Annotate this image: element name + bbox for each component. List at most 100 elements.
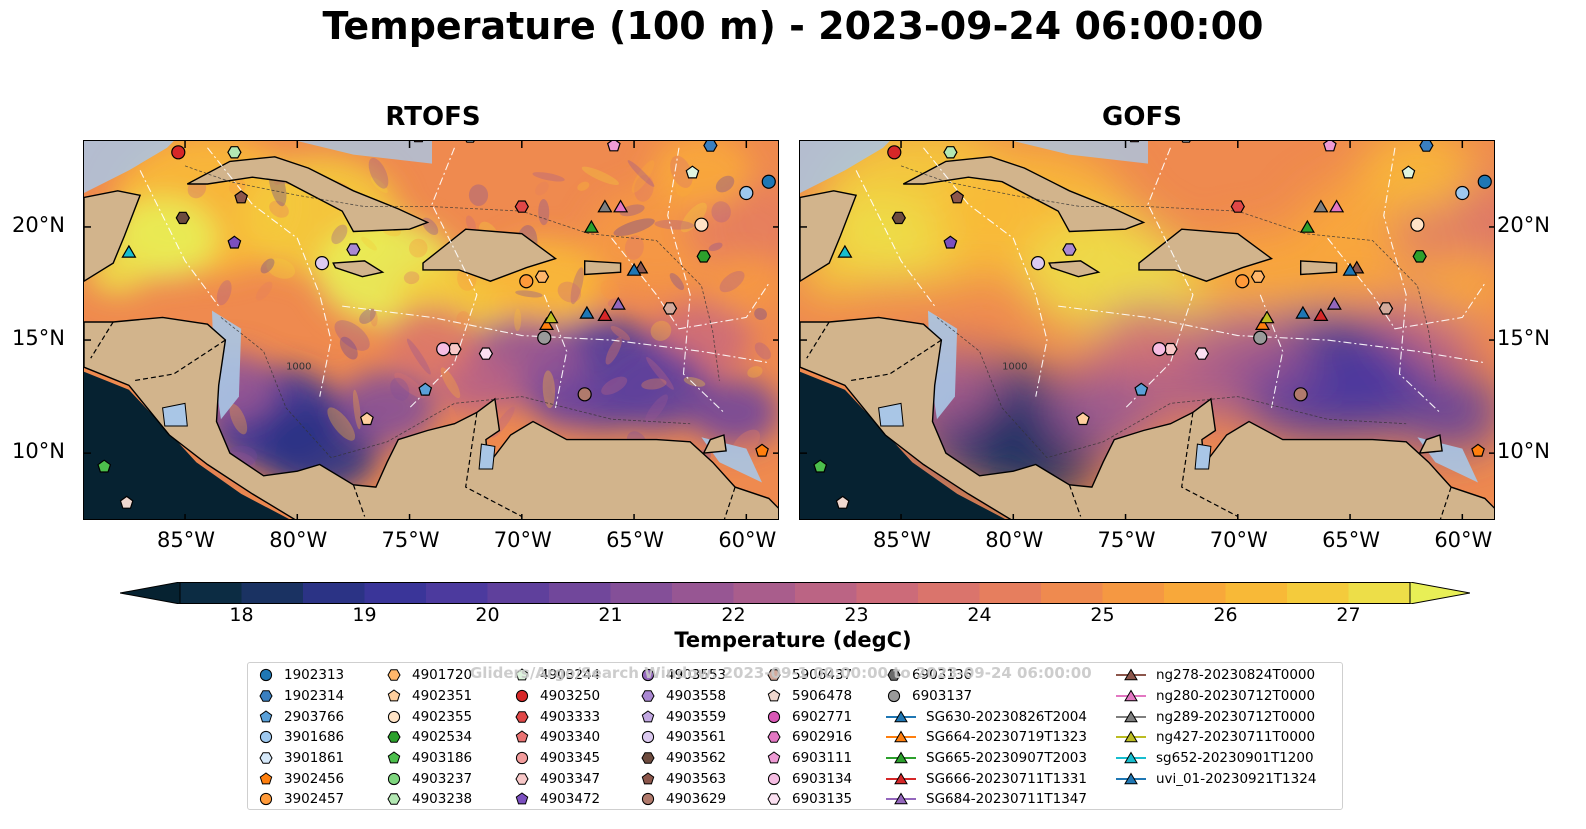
xtick-label: 80°W — [269, 528, 328, 552]
platform-marker-6903135 — [1194, 347, 1210, 360]
legend-label: 3901686 — [284, 729, 345, 746]
legend-marker-icon — [387, 751, 401, 764]
platform-marker-3901686 — [1455, 185, 1470, 201]
platform-marker-4903562 — [175, 211, 190, 225]
legend-item: 4903333 — [514, 706, 600, 727]
legend-item: 4903244 — [514, 665, 600, 686]
map-canvas: 1000 — [84, 141, 778, 519]
legend-item: 6903134 — [766, 768, 852, 789]
legend-label: 4902351 — [412, 688, 473, 705]
legend-item: 3902457 — [258, 789, 344, 810]
xtick-label: 60°W — [1434, 528, 1493, 552]
platform-marker-ng289-20230712T0000 — [1313, 199, 1329, 213]
platform-marker-ng280-20230712T0000 — [613, 199, 629, 213]
xtick-label: 75°W — [381, 528, 440, 552]
legend-label: 6902916 — [792, 729, 853, 746]
platform-marker-SG664-20230719T1323 — [1254, 317, 1271, 330]
legend-label: ng427-20230711T0000 — [1156, 729, 1316, 746]
legend-label: 6902771 — [792, 708, 853, 725]
platform-legend: 1902313 1902314 2903766 3901686 3901861 39024… — [247, 662, 1343, 810]
legend-marker-icon — [641, 752, 655, 764]
legend-item: 1902314 — [258, 686, 344, 707]
legend-label: 4903561 — [666, 729, 727, 746]
legend-item: 5906478 — [766, 686, 852, 707]
legend-label: 1902313 — [284, 667, 345, 684]
colorbar-segment — [918, 582, 981, 604]
landmass — [1048, 260, 1101, 278]
figure-title: Temperature (100 m) - 2023-09-24 06:00:0… — [322, 4, 1264, 48]
legend-marker-icon — [515, 792, 529, 805]
legend-label: 4903553 — [666, 667, 727, 684]
legend-label: SG666-20230711T1331 — [926, 770, 1087, 787]
legend-label: 6903136 — [912, 667, 973, 684]
xtick-label: 65°W — [606, 528, 665, 552]
colorbar-tick-label: 25 — [1090, 604, 1115, 626]
platform-marker-3901861 — [465, 141, 475, 143]
legend-marker-icon — [767, 793, 781, 806]
legend-item: 4902534 — [386, 727, 472, 748]
colorbar-tick-label: 21 — [598, 604, 623, 626]
legend-item: SG630-20230826T2004 — [886, 706, 1087, 727]
platform-marker-4903629 — [577, 387, 592, 402]
platform-marker-SG665-20230907T2003 — [583, 219, 599, 233]
legend-label: 4903562 — [666, 750, 727, 767]
legend-marker-icon — [887, 689, 901, 703]
platform-marker-4903561 — [314, 256, 330, 271]
legend-item: 4903347 — [514, 768, 600, 789]
legend-marker-icon — [641, 731, 655, 744]
platform-marker-2903766 — [1134, 382, 1149, 396]
platform-marker-4903250 — [171, 145, 186, 160]
platform-marker-ng427-20230711T0000 — [543, 310, 559, 324]
platform-marker-3901861 — [1181, 141, 1191, 143]
colorbar-segment — [1287, 582, 1350, 604]
legend-marker-icon — [886, 792, 916, 805]
legend-label: 6903134 — [792, 770, 853, 787]
platform-marker-5906478 — [835, 495, 850, 509]
colorbar-segment — [241, 582, 304, 604]
landmass — [800, 316, 1494, 519]
legend-item: 4903559 — [640, 706, 726, 727]
platform-marker-1902313 — [1477, 174, 1492, 189]
colorbar-tick-label: 19 — [352, 604, 377, 626]
legend-item: 4903563 — [640, 768, 726, 789]
legend-item: ng280-20230712T0000 — [1116, 686, 1316, 707]
ytick-label: 20°N — [1497, 212, 1550, 237]
legend-item: ng289-20230712T0000 — [1116, 706, 1316, 727]
xtick-label: 70°W — [1209, 528, 1268, 552]
platform-marker-4903340 — [413, 141, 424, 143]
legend-marker-icon — [641, 690, 655, 702]
platform-marker-2903766 — [418, 382, 433, 396]
legend-item: 4902355 — [386, 706, 472, 727]
legend-item: 4903238 — [386, 789, 472, 810]
isobath-label: 1000 — [286, 361, 311, 372]
platform-marker-ng427-20230711T0000 — [1259, 310, 1275, 324]
legend-item: uvi_01-20230921T1324 — [1116, 768, 1316, 789]
platform-marker-5906478 — [119, 495, 134, 509]
legend-label: 4903347 — [540, 770, 601, 787]
platform-marker-4903563 — [950, 190, 965, 204]
legend-marker-icon — [886, 751, 916, 764]
legend-item: 6902916 — [766, 727, 852, 748]
legend-label: 5906437 — [792, 667, 853, 684]
colorbar-segment — [180, 582, 243, 604]
platform-marker-6903135 — [478, 347, 494, 360]
platform-marker-4903333 — [1230, 200, 1245, 213]
panel-title-gofs: GOFS — [1102, 102, 1182, 132]
legend-column: 4903244 4903250 4903333 4903340 4903345 49033… — [514, 665, 600, 810]
platform-marker-1902314 — [703, 141, 718, 152]
platform-marker-4903333 — [514, 200, 529, 213]
platform-marker-SG630-20230826T2004 — [1295, 305, 1311, 319]
colorbar-segment — [979, 582, 1042, 604]
legend-label: 4901720 — [412, 667, 473, 684]
legend-label: 5906478 — [792, 688, 853, 705]
platform-marker-SG665-20230907T2003 — [1299, 219, 1315, 233]
legend-marker-icon — [641, 793, 655, 806]
legend-label: 1902314 — [284, 688, 345, 705]
platform-marker-3902457 — [519, 274, 534, 289]
legend-label: 4903559 — [666, 708, 727, 725]
legend-item: 6903136 — [886, 665, 1087, 686]
landmass — [1138, 228, 1274, 282]
legend-label: SG630-20230826T2004 — [926, 708, 1087, 725]
legend-item: 4903250 — [514, 686, 600, 707]
legend-marker-icon — [1116, 710, 1146, 723]
